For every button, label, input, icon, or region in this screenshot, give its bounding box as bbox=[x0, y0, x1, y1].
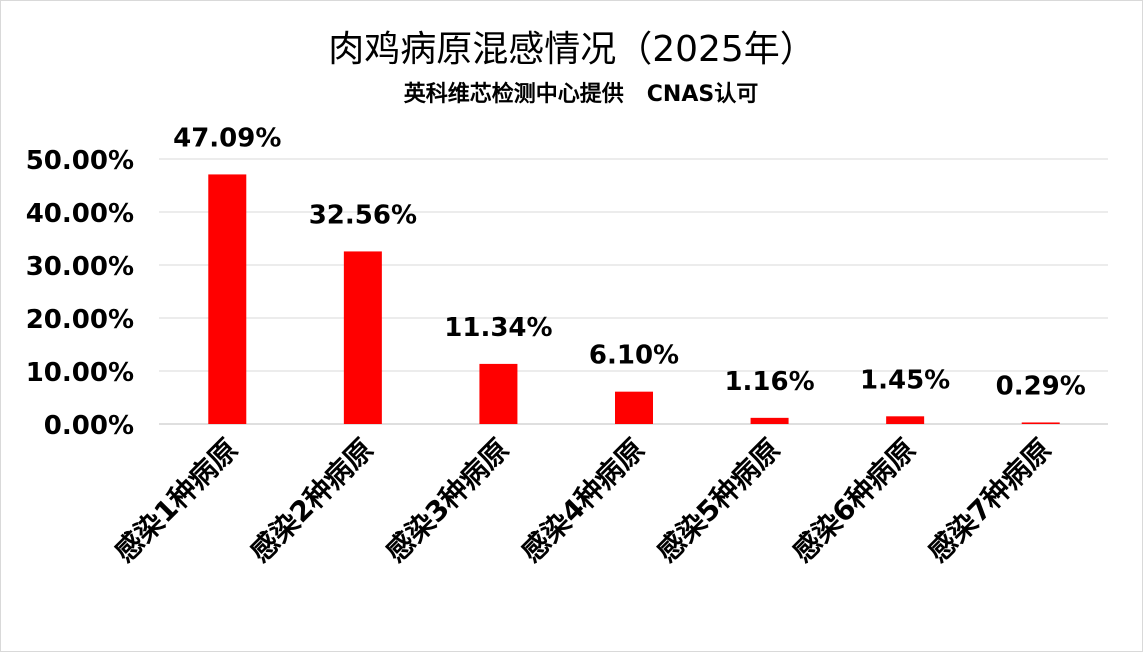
y-tick-label: 10.00% bbox=[26, 358, 134, 388]
x-tick-label: 感染1种病原 bbox=[108, 433, 244, 569]
x-tick-label: 感染4种病原 bbox=[515, 433, 651, 569]
x-tick-label: 感染5种病原 bbox=[650, 433, 786, 569]
data-label: 1.16% bbox=[724, 367, 814, 397]
y-tick-label: 20.00% bbox=[26, 305, 134, 335]
x-tick-label: 感染2种病原 bbox=[244, 433, 380, 569]
y-tick-label: 30.00% bbox=[26, 252, 134, 282]
x-tick-label: 感染6种病原 bbox=[786, 433, 922, 569]
data-label: 6.10% bbox=[589, 341, 679, 371]
data-label: 47.09% bbox=[173, 123, 281, 153]
data-label: 11.34% bbox=[444, 313, 552, 343]
x-tick-label: 感染7种病原 bbox=[922, 433, 1058, 569]
y-tick-label: 40.00% bbox=[26, 199, 134, 229]
bar bbox=[343, 251, 382, 424]
data-label: 0.29% bbox=[996, 371, 1086, 401]
x-tick-label: 感染3种病原 bbox=[379, 433, 515, 569]
data-label: 1.45% bbox=[860, 365, 950, 395]
bar bbox=[886, 416, 925, 424]
chart-title: 肉鸡病原混感情况（2025年） bbox=[328, 29, 816, 70]
y-tick-label: 50.00% bbox=[26, 146, 134, 176]
y-tick-label: 0.00% bbox=[44, 411, 134, 441]
bar bbox=[208, 174, 247, 424]
bar bbox=[615, 391, 653, 424]
data-label: 32.56% bbox=[309, 200, 417, 230]
bar bbox=[479, 363, 518, 424]
bar bbox=[1021, 422, 1060, 424]
bar bbox=[750, 417, 789, 424]
chart-subtitle: 英科维芯检测中心提供 CNAS认可 bbox=[404, 81, 758, 107]
